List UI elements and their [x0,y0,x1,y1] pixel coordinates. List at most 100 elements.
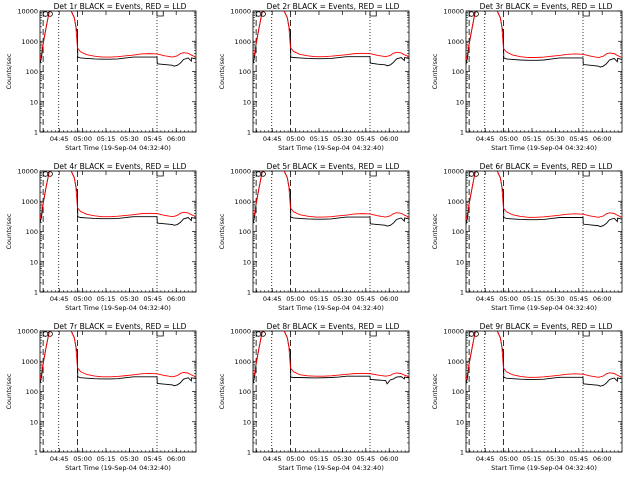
y-tick-label: 1 [460,129,464,137]
series-events-line [253,331,409,385]
y-tick-label: 10 [243,258,251,266]
series-events-line [253,11,409,67]
x-tick-label: 04:45 [50,455,69,463]
x-tick-label: 05:45 [569,135,588,143]
y-tick-label: 1 [460,449,464,457]
x-tick-label: 04:45 [476,455,495,463]
y-tick-label: 10000 [17,168,38,176]
state-marker [47,331,53,337]
x-tick-label: 05:45 [569,455,588,463]
state-marker [582,171,590,177]
plot-frame [252,170,410,293]
y-tick-label: 10 [243,418,251,426]
x-axis-label: Start Time (19-Sep-04 04:32:40) [491,304,597,312]
x-tick-label: 05:45 [356,455,375,463]
y-tick-label: 10000 [17,8,38,16]
x-tick-label: 06:00 [593,135,612,143]
x-tick-label: 05:15 [523,135,542,143]
y-tick-label: 1 [247,449,251,457]
state-marker [156,331,164,337]
series-lld-line [253,11,409,60]
plot-frame [465,10,623,133]
x-tick-label: 06:00 [380,455,399,463]
y-tick-label: 10 [30,258,38,266]
y-tick-label: 1 [460,289,464,297]
y-tick-label: 100 [239,388,251,396]
series-lld-line [40,11,196,60]
state-marker [468,171,475,177]
series-events-line [253,171,409,227]
x-tick-label: 04:45 [50,135,69,143]
y-axis-label: Counts/sec [218,53,226,89]
x-axis-label: Start Time (19-Sep-04 04:32:40) [491,464,597,472]
x-tick-label: 06:00 [167,135,186,143]
state-marker [582,11,590,17]
y-tick-label: 1000 [234,198,251,206]
x-tick-label: 05:45 [143,295,162,303]
x-tick-label: 05:15 [310,295,329,303]
state-marker [260,331,266,337]
state-marker [255,11,262,17]
x-tick-label: 05:00 [73,295,92,303]
x-axis-label: Start Time (19-Sep-04 04:32:40) [65,144,171,152]
x-axis-label: Start Time (19-Sep-04 04:32:40) [491,144,597,152]
state-marker [42,11,49,17]
plot-frame [252,330,410,453]
series-events-line [466,11,622,68]
y-tick-label: 10 [456,98,464,106]
x-tick-label: 05:45 [569,295,588,303]
series-events-line [40,171,196,226]
y-axis-label: Counts/sec [431,53,439,89]
x-tick-label: 06:00 [167,455,186,463]
x-tick-label: 05:30 [333,295,352,303]
state-marker [47,11,53,17]
series-events-line [40,331,196,387]
series-lld-line [40,331,196,380]
y-axis-label: Counts/sec [218,373,226,409]
state-marker [42,331,49,337]
y-axis-label: Counts/sec [218,213,226,249]
x-tick-label: 05:30 [333,455,352,463]
y-tick-label: 100 [452,388,464,396]
y-axis-label: Counts/sec [5,213,13,249]
y-tick-label: 1000 [234,358,251,366]
x-axis-label: Start Time (19-Sep-04 04:32:40) [65,464,171,472]
series-events-line [466,171,622,228]
x-tick-label: 05:00 [73,135,92,143]
x-tick-label: 04:45 [50,295,69,303]
y-tick-label: 10 [30,98,38,106]
x-tick-label: 04:45 [476,295,495,303]
x-tick-label: 05:45 [143,455,162,463]
chart-title: Det 4r BLACK = Events, RED = LLD [54,162,187,171]
y-tick-label: 100 [239,68,251,76]
chart-panel-6: Det 6r BLACK = Events, RED = LLD 1 10 100 10… [431,162,623,312]
x-tick-label: 04:45 [263,135,282,143]
y-tick-label: 1000 [21,38,38,46]
series-events-line [466,331,622,387]
y-tick-label: 100 [26,388,38,396]
chart-title: Det 8r BLACK = Events, RED = LLD [267,322,400,331]
y-tick-label: 1000 [234,38,251,46]
y-tick-label: 1000 [447,38,464,46]
y-tick-label: 10000 [230,168,251,176]
state-marker [255,171,262,177]
chart-panel-2: Det 2r BLACK = Events, RED = LLD 1 10 100 10… [218,2,410,152]
y-tick-label: 1000 [447,358,464,366]
chart-title: Det 3r BLACK = Events, RED = LLD [480,2,613,11]
x-tick-label: 06:00 [593,295,612,303]
state-marker [468,331,475,337]
y-tick-label: 10000 [230,8,251,16]
x-tick-label: 05:15 [310,135,329,143]
x-tick-label: 05:15 [97,135,116,143]
chart-panel-4: Det 4r BLACK = Events, RED = LLD 1 10 100 10… [5,162,197,312]
plot-frame [39,170,197,293]
x-tick-label: 05:30 [333,135,352,143]
y-tick-label: 1000 [447,198,464,206]
y-tick-label: 10000 [443,328,464,336]
y-axis-label: Counts/sec [5,373,13,409]
state-marker [473,171,479,177]
series-lld-line [466,171,622,220]
x-tick-label: 04:45 [263,455,282,463]
series-lld-line [466,11,622,61]
